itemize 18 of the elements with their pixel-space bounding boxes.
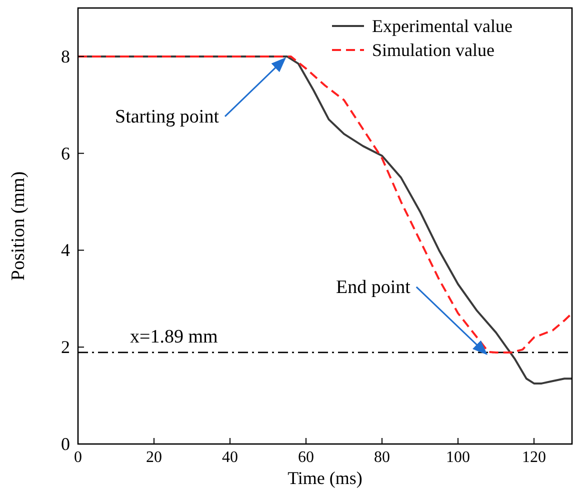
ref-line-label: x=1.89 mm (130, 326, 218, 348)
legend-label: Simulation value (372, 40, 494, 60)
annotation: End point (336, 276, 412, 298)
y-axis-title: Position (mm) (8, 171, 29, 281)
x-axis-title: Time (ms) (288, 468, 362, 488)
legend-label: Experimental value (372, 16, 512, 36)
x-tick-label: 100 (446, 449, 470, 466)
x-tick-label: 40 (222, 449, 238, 466)
y-tick-label: 4 (61, 240, 70, 260)
x-tick-label: 80 (374, 449, 390, 466)
y-tick-label: 2 (61, 337, 70, 358)
y-tick-label: 8 (61, 46, 70, 66)
x-tick-label: 60 (298, 449, 314, 466)
x-tick-label: 20 (146, 449, 162, 466)
x-tick-label: 120 (522, 449, 546, 466)
x-tick-label: 0 (74, 449, 82, 466)
annotation: Starting point (115, 106, 220, 128)
y-tick-label: 6 (61, 143, 70, 164)
